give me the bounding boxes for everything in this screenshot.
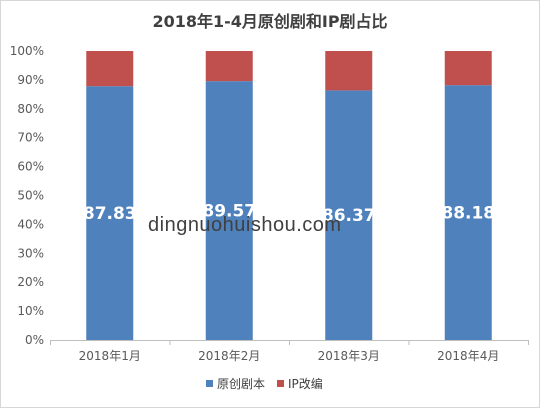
y-tick-label: 10% [17, 304, 44, 318]
y-tick-label: 40% [17, 217, 44, 231]
bar-original-3 [325, 90, 373, 340]
bar-ip-3 [325, 51, 373, 91]
bars: 87.83 89.57 86.37 88.18 [83, 51, 495, 341]
y-tick-label: 70% [17, 131, 44, 145]
bar-ip-1 [86, 51, 134, 87]
legend: 原创剧本 IP改编 [206, 376, 323, 391]
x-tick-label: 2018年2月 [198, 349, 260, 363]
y-tick-label: 60% [17, 160, 44, 174]
y-tick-label: 100% [10, 44, 44, 58]
data-label: 88.18 [441, 204, 495, 224]
legend-swatch [277, 380, 284, 387]
bar-ip-4 [444, 51, 492, 86]
x-tick-label: 2018年4月 [437, 349, 499, 363]
data-label: 87.83 [83, 204, 137, 224]
bar-ip-2 [205, 51, 253, 82]
legend-swatch [206, 380, 213, 387]
bar-original-2 [205, 81, 253, 340]
chart-title: 2018年1-4月原创剧和IP剧占比 [152, 12, 388, 31]
y-tick-label: 50% [17, 189, 44, 203]
legend-label: 原创剧本 [217, 377, 265, 391]
y-axis: 0% 10% 20% 30% 40% 50% 60% 70% 80% 90% 100% [10, 44, 44, 347]
y-tick-label: 0% [25, 333, 44, 347]
y-tick-label: 30% [17, 246, 44, 260]
data-label: 86.37 [322, 206, 376, 226]
x-tick-label: 2018年3月 [318, 349, 380, 363]
x-axis: 2018年1月 2018年2月 2018年3月 2018年4月 [50, 340, 529, 363]
y-tick-label: 20% [17, 275, 44, 289]
data-label: 89.57 [202, 202, 256, 222]
bar-original-4 [444, 85, 492, 341]
watermark-text: dingnuohuishou.com [148, 214, 342, 236]
legend-label: IP改编 [288, 376, 323, 391]
x-tick-label: 2018年1月 [79, 349, 141, 363]
y-tick-label: 90% [17, 73, 44, 87]
bar-original-1 [86, 86, 134, 341]
y-tick-label: 80% [17, 102, 44, 116]
